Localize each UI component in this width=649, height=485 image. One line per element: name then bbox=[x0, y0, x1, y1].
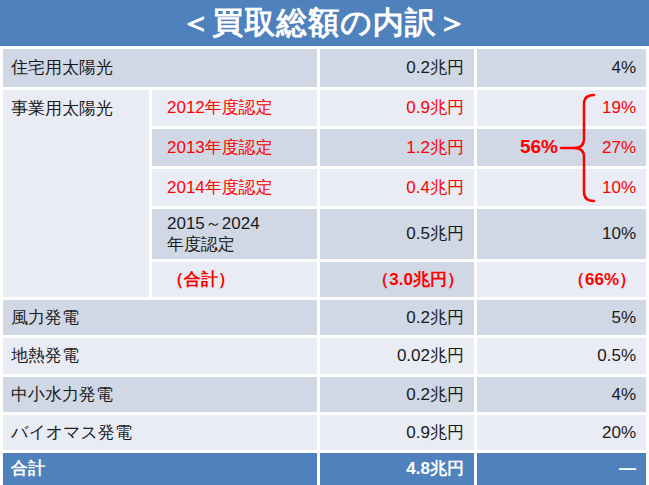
cell-residential-solar-share: 4% bbox=[477, 49, 646, 87]
cell-fy2015-2024-label: 2015～2024年度認定 bbox=[152, 209, 317, 259]
cell-wind-share: 5% bbox=[477, 300, 646, 335]
table-row-wind: 風力発電 0.2兆円 5% bbox=[3, 300, 646, 335]
table-row-geothermal: 地熱発電 0.02兆円 0.5% bbox=[3, 338, 646, 374]
table-row-small-hydro: 中小水力発電 0.2兆円 4% bbox=[3, 377, 646, 412]
cell-fy2014-share: 10% bbox=[477, 169, 646, 206]
cell-residential-solar-amount: 0.2兆円 bbox=[320, 49, 474, 87]
table-row-total: 合計 4.8兆円 — bbox=[3, 453, 646, 485]
table-row-residential-solar: 住宅用太陽光 0.2兆円 4% bbox=[3, 49, 646, 87]
cell-fy2012-share: 19% bbox=[477, 90, 646, 126]
cell-subtotal-amount: （3.0兆円） bbox=[320, 262, 474, 297]
cell-biomass-label: バイオマス発電 bbox=[3, 415, 317, 450]
cell-total-label: 合計 bbox=[3, 453, 317, 485]
cell-fy2013-amount: 1.2兆円 bbox=[320, 129, 474, 166]
cell-geothermal-amount: 0.02兆円 bbox=[320, 338, 474, 374]
cell-subtotal-label: （合計） bbox=[152, 262, 317, 297]
cell-geothermal-label: 地熱発電 bbox=[3, 338, 317, 374]
fy2015-2024-label-text: 2015～2024年度認定 bbox=[167, 213, 271, 256]
cell-wind-amount: 0.2兆円 bbox=[320, 300, 474, 335]
cell-biomass-share: 20% bbox=[477, 415, 646, 450]
cell-fy2014-amount: 0.4兆円 bbox=[320, 169, 474, 206]
cell-commercial-solar-label: 事業用太陽光 bbox=[3, 90, 149, 297]
cell-total-share: — bbox=[477, 453, 646, 485]
group-percent-label: 56% bbox=[470, 133, 558, 161]
cell-wind-label: 風力発電 bbox=[3, 300, 317, 335]
cell-biomass-amount: 0.9兆円 bbox=[320, 415, 474, 450]
table-row-fy2012: 事業用太陽光 2012年度認定 0.9兆円 19% bbox=[3, 90, 646, 126]
breakdown-table: 住宅用太陽光 0.2兆円 4% 事業用太陽光 2012年度認定 0.9兆円 19… bbox=[0, 46, 649, 485]
table-row-biomass: バイオマス発電 0.9兆円 20% bbox=[3, 415, 646, 450]
cell-geothermal-share: 0.5% bbox=[477, 338, 646, 374]
cell-small-hydro-label: 中小水力発電 bbox=[3, 377, 317, 412]
cell-fy2012-amount: 0.9兆円 bbox=[320, 90, 474, 126]
cell-subtotal-share: （66%） bbox=[477, 262, 646, 297]
cell-small-hydro-amount: 0.2兆円 bbox=[320, 377, 474, 412]
slide: ＜買取総額の内訳＞ 住宅用太陽光 0.2兆円 4% 事業用太陽光 2012年度認… bbox=[0, 0, 649, 485]
cell-fy2012-label: 2012年度認定 bbox=[152, 90, 317, 126]
cell-small-hydro-share: 4% bbox=[477, 377, 646, 412]
cell-residential-solar-label: 住宅用太陽光 bbox=[3, 49, 317, 87]
cell-fy2015-2024-amount: 0.5兆円 bbox=[320, 209, 474, 259]
cell-fy2013-label: 2013年度認定 bbox=[152, 129, 317, 166]
title-bar: ＜買取総額の内訳＞ bbox=[0, 0, 649, 46]
cell-fy2014-label: 2014年度認定 bbox=[152, 169, 317, 206]
cell-fy2015-2024-share: 10% bbox=[477, 209, 646, 259]
cell-total-amount: 4.8兆円 bbox=[320, 453, 474, 485]
page-title: ＜買取総額の内訳＞ bbox=[180, 2, 469, 44]
